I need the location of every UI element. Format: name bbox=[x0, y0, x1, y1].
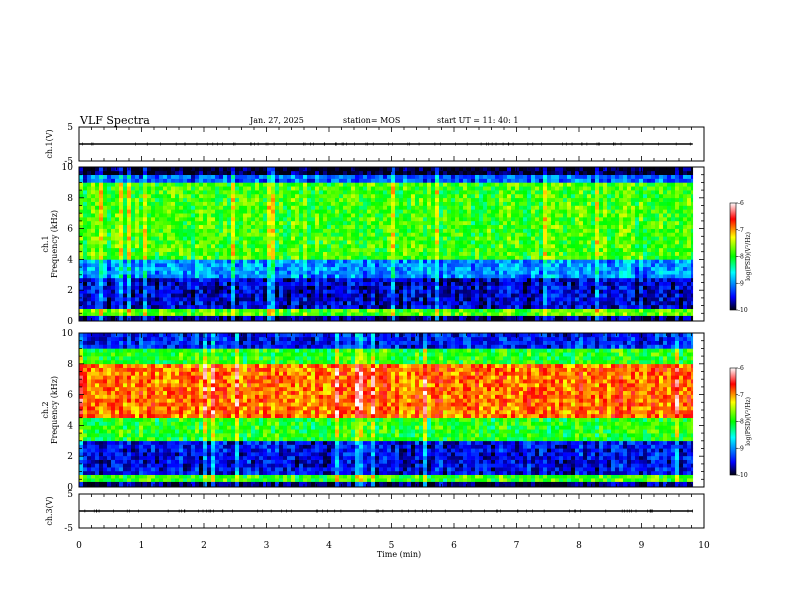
spectrogram-image bbox=[79, 333, 694, 488]
colorbar-tick-label: -8 bbox=[738, 419, 744, 426]
y-axis-channel-label: ch.2 bbox=[41, 401, 50, 418]
colorbar-tick-label: -6 bbox=[738, 365, 744, 372]
colorbar-tick-label: -10 bbox=[738, 307, 748, 314]
ch2-spectrogram-panel: 0 2 4 6 8 10 ch.2 Frequency (kHz) bbox=[41, 329, 705, 493]
colorbar-tick-label: -7 bbox=[738, 227, 744, 234]
figure-title: VLF Spectra bbox=[79, 114, 150, 127]
ch1-spectrogram-panel: 0 2 4 6 8 10 ch.1 Frequency (kHz) bbox=[41, 163, 705, 327]
colorbar-gradient bbox=[729, 202, 737, 311]
colorbar-tick-label: -8 bbox=[738, 254, 744, 261]
start-time-label: start UT = 11: 40: 1 bbox=[437, 116, 518, 125]
date-label: Jan. 27, 2025 bbox=[249, 116, 304, 125]
x-tick-label: 8 bbox=[576, 541, 582, 551]
x-tick-label: 0 bbox=[76, 541, 82, 551]
x-tick-label: 10 bbox=[698, 541, 710, 551]
y-tick-label: 8 bbox=[67, 194, 73, 204]
time-axis-label: Time (min) bbox=[377, 550, 421, 559]
y-axis-label: Frequency (kHz) bbox=[50, 376, 59, 444]
y-tick-label: 5 bbox=[67, 123, 73, 133]
y-tick-label: 2 bbox=[67, 286, 73, 296]
station-label: station= MOS bbox=[343, 116, 400, 125]
y-tick-label: 4 bbox=[67, 421, 73, 431]
x-tick-label: 3 bbox=[264, 541, 270, 551]
y-tick-label: -5 bbox=[64, 157, 73, 167]
y-tick-label: -5 bbox=[64, 524, 73, 534]
colorbar-tick-label: -9 bbox=[738, 445, 744, 452]
y-axis-channel-label: ch.1 bbox=[41, 235, 50, 252]
ch2-colorbar: -6 -7 -8 -9 -10 log(PSD)(V²/Hz) bbox=[729, 365, 752, 479]
colorbar-gradient bbox=[729, 367, 737, 476]
y-tick-label: 2 bbox=[67, 452, 73, 462]
y-tick-label: 0 bbox=[67, 317, 73, 327]
x-tick-label: 5 bbox=[389, 541, 395, 551]
x-tick-label: 7 bbox=[514, 541, 520, 551]
x-tick-label: 9 bbox=[639, 541, 645, 551]
x-tick-label: 6 bbox=[451, 541, 457, 551]
spectrogram-image bbox=[79, 167, 694, 322]
y-tick-label: 0 bbox=[67, 483, 73, 493]
x-tick-label: 1 bbox=[139, 541, 145, 551]
ch1-colorbar: -6 -7 -8 -9 -10 log(PSD)(V²/Hz) bbox=[729, 200, 752, 314]
time-axis-ticks: 0 1 2 3 4 5 6 7 8 9 10 bbox=[76, 541, 710, 551]
colorbar-tick-label: -6 bbox=[738, 200, 744, 207]
ch1-waveform-panel: 5 -5 ch.1(V) bbox=[45, 123, 705, 167]
colorbar-tick-label: -9 bbox=[738, 280, 744, 287]
ch3-waveform-panel: 5 -5 ch.3(V) bbox=[45, 490, 705, 534]
colorbar-tick-label: -7 bbox=[738, 392, 744, 399]
y-axis-label: Frequency (kHz) bbox=[50, 210, 59, 278]
y-tick-label: 6 bbox=[67, 391, 73, 401]
colorbar-label: log(PSD)(V²/Hz) bbox=[745, 232, 752, 281]
y-axis-label: ch.3(V) bbox=[45, 496, 54, 525]
x-tick-label: 2 bbox=[201, 541, 207, 551]
y-tick-label: 8 bbox=[67, 360, 73, 370]
y-tick-label: 5 bbox=[67, 490, 73, 500]
y-axis-label: ch.1(V) bbox=[45, 129, 54, 158]
colorbar-tick-label: -10 bbox=[738, 472, 748, 479]
y-tick-label: 10 bbox=[62, 163, 74, 173]
x-tick-label: 4 bbox=[326, 541, 332, 551]
y-tick-label: 6 bbox=[67, 225, 73, 235]
y-tick-label: 4 bbox=[67, 255, 73, 265]
colorbar-label: log(PSD)(V²/Hz) bbox=[745, 397, 752, 446]
y-tick-label: 10 bbox=[62, 329, 74, 339]
